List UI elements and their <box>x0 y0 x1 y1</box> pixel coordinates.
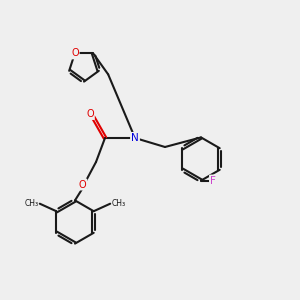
Text: O: O <box>86 109 94 119</box>
Text: CH₃: CH₃ <box>24 199 38 208</box>
Text: F: F <box>210 176 216 186</box>
Text: O: O <box>71 48 79 59</box>
Text: O: O <box>79 179 86 190</box>
Text: CH₃: CH₃ <box>112 199 126 208</box>
Text: N: N <box>131 133 139 143</box>
